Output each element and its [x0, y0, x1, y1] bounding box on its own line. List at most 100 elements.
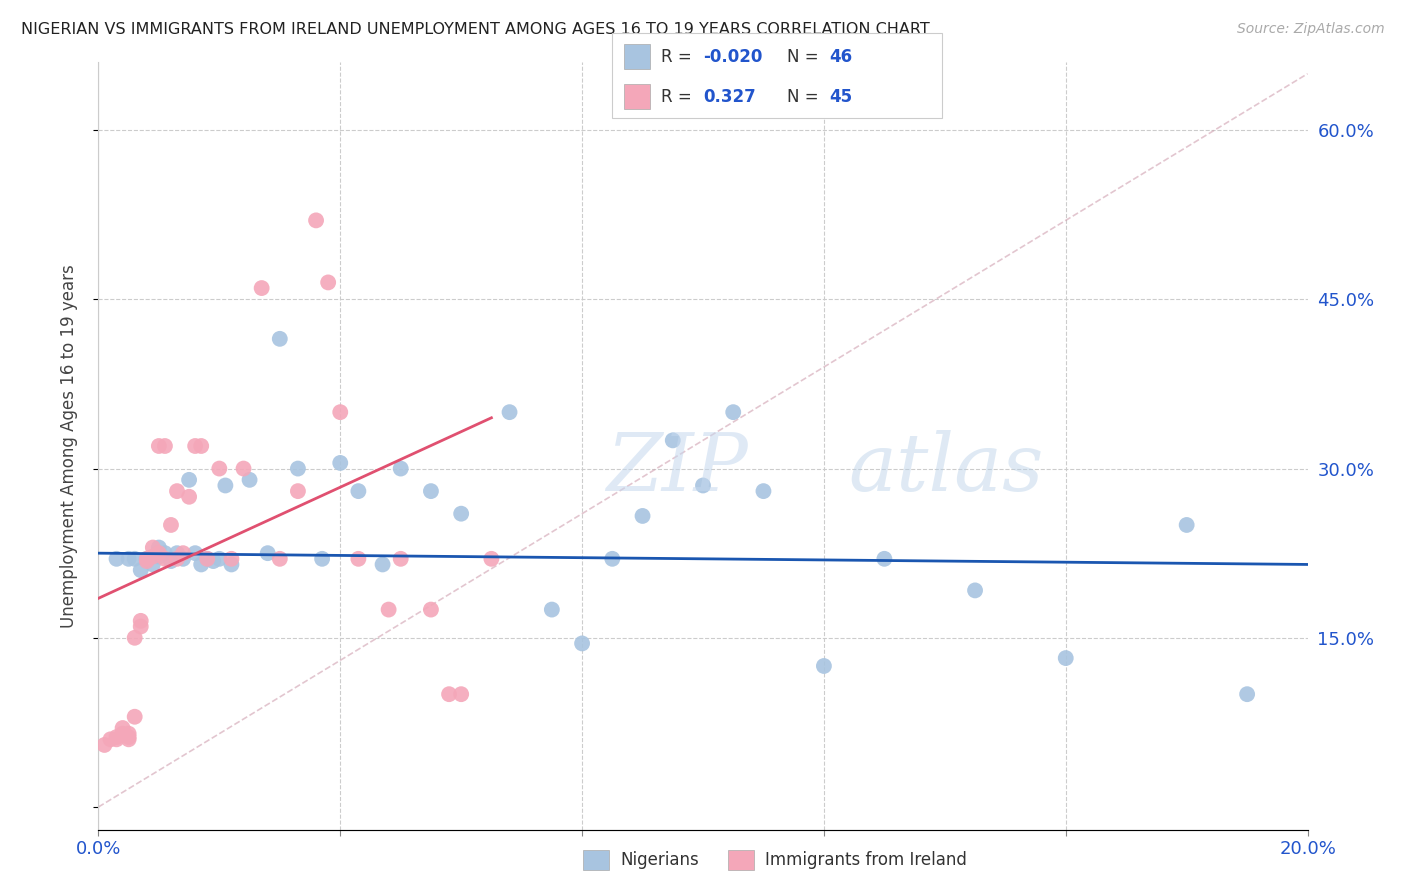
Point	[118, 726, 141, 740]
Point	[160, 554, 183, 568]
Point	[105, 730, 128, 744]
Point	[184, 439, 207, 453]
Point	[129, 563, 152, 577]
Point	[1175, 518, 1198, 533]
Point	[135, 551, 157, 566]
Point	[602, 551, 624, 566]
Point	[208, 551, 231, 566]
Text: N =: N =	[787, 48, 824, 66]
Text: R =: R =	[661, 87, 697, 105]
Point	[153, 546, 176, 560]
Point	[153, 551, 176, 566]
Point	[111, 726, 134, 740]
Text: 45: 45	[830, 87, 852, 105]
Point	[142, 549, 165, 564]
Point	[172, 551, 194, 566]
Text: ZIP: ZIP	[606, 430, 748, 508]
Point	[100, 732, 122, 747]
Point	[389, 461, 412, 475]
Point	[347, 484, 370, 499]
Point	[148, 546, 170, 560]
Text: N =: N =	[787, 87, 824, 105]
Point	[148, 439, 170, 453]
Point	[256, 546, 278, 560]
Text: 0.327: 0.327	[703, 87, 756, 105]
Point	[118, 732, 141, 747]
Text: Source: ZipAtlas.com: Source: ZipAtlas.com	[1237, 22, 1385, 37]
Point	[118, 730, 141, 744]
Text: Immigrants from Ireland: Immigrants from Ireland	[765, 851, 967, 869]
Point	[124, 551, 146, 566]
Text: -0.020: -0.020	[703, 48, 762, 66]
Point	[965, 583, 987, 598]
Point	[202, 554, 225, 568]
Point	[571, 636, 593, 650]
Point	[148, 541, 170, 555]
Point	[111, 721, 134, 735]
Point	[420, 484, 443, 499]
Point	[142, 541, 165, 555]
Point	[450, 507, 472, 521]
Point	[305, 213, 328, 227]
Point	[450, 687, 472, 701]
Point	[166, 484, 188, 499]
Point	[661, 434, 683, 448]
Point	[329, 456, 352, 470]
Point	[135, 554, 157, 568]
Point	[195, 551, 218, 566]
Y-axis label: Unemployment Among Ages 16 to 19 years: Unemployment Among Ages 16 to 19 years	[59, 264, 77, 628]
Point	[329, 405, 352, 419]
Point	[250, 281, 273, 295]
Point	[420, 602, 443, 616]
Point	[540, 602, 562, 616]
Point	[239, 473, 262, 487]
Point	[873, 551, 896, 566]
Point	[287, 484, 309, 499]
Point	[232, 461, 254, 475]
Point	[389, 551, 412, 566]
Point	[208, 461, 231, 475]
Point	[1236, 687, 1258, 701]
Point	[498, 405, 520, 419]
Point	[179, 473, 201, 487]
Point	[179, 490, 201, 504]
Text: NIGERIAN VS IMMIGRANTS FROM IRELAND UNEMPLOYMENT AMONG AGES 16 TO 19 YEARS CORRE: NIGERIAN VS IMMIGRANTS FROM IRELAND UNEM…	[21, 22, 929, 37]
Point	[184, 546, 207, 560]
Point	[166, 546, 188, 560]
Point	[190, 439, 212, 453]
Point	[148, 549, 170, 564]
Text: R =: R =	[661, 48, 697, 66]
Point	[190, 558, 212, 572]
Point	[316, 276, 339, 290]
Point	[135, 551, 157, 566]
Point	[166, 551, 188, 566]
Point	[631, 508, 654, 523]
Point	[124, 631, 146, 645]
Point	[129, 614, 152, 628]
Point	[481, 551, 503, 566]
Text: atlas: atlas	[848, 430, 1043, 508]
Point	[142, 558, 165, 572]
Point	[347, 551, 370, 566]
Point	[311, 551, 333, 566]
Point	[377, 602, 399, 616]
Point	[269, 551, 291, 566]
Point	[160, 518, 183, 533]
Point	[93, 738, 115, 752]
Point	[221, 551, 243, 566]
Point	[371, 558, 394, 572]
Point	[153, 439, 176, 453]
Point	[221, 558, 243, 572]
Text: 46: 46	[830, 48, 852, 66]
Point	[692, 478, 714, 492]
Point	[437, 687, 460, 701]
Point	[752, 484, 775, 499]
Point	[172, 546, 194, 560]
Point	[813, 659, 835, 673]
Point	[105, 732, 128, 747]
Point	[214, 478, 236, 492]
Point	[1054, 651, 1077, 665]
Point	[105, 551, 128, 566]
Point	[269, 332, 291, 346]
Point	[723, 405, 745, 419]
